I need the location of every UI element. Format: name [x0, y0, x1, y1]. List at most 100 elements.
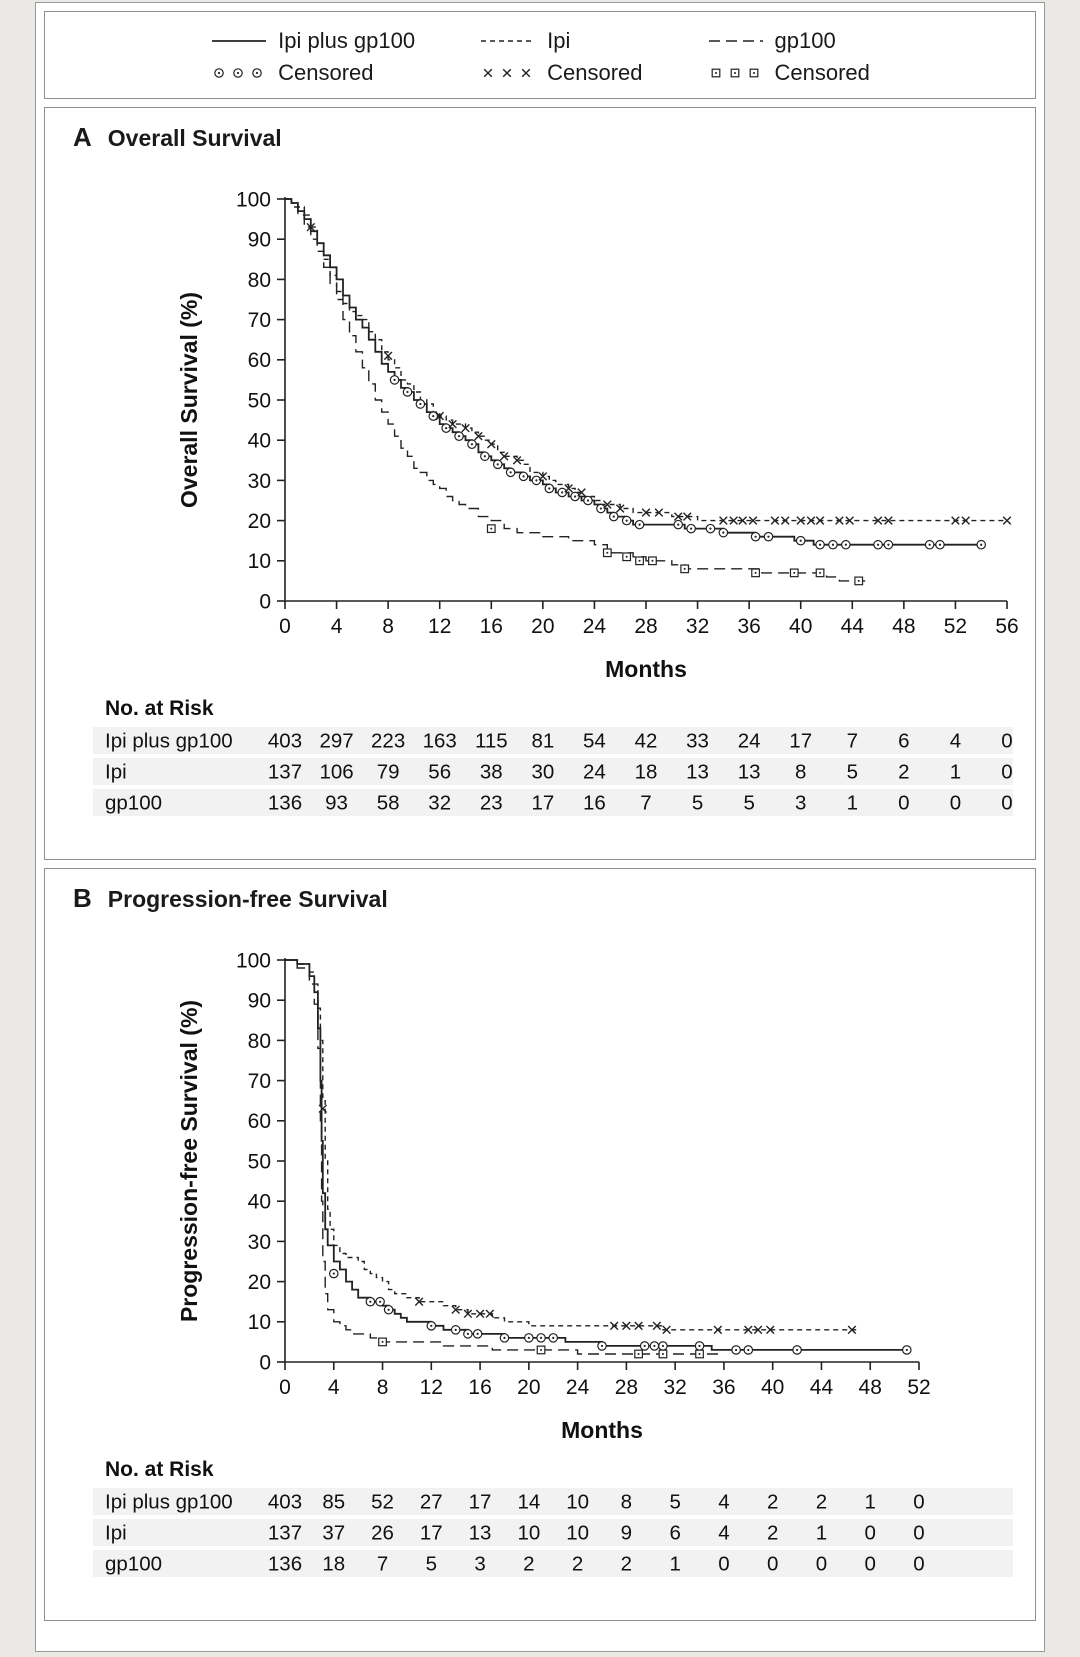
svg-text:44: 44	[841, 615, 865, 638]
svg-text:60: 60	[248, 349, 271, 372]
risk-row-label: gp100	[105, 792, 162, 815]
x-axis-ticks: 0 4 8 12 16 20 24 28 32 36 40 44 48 52 56	[279, 601, 1019, 638]
panel-a-letter: A	[73, 122, 92, 152]
risk-value: 115	[475, 730, 508, 753]
curve-ipi-plus-gp100	[285, 198, 982, 546]
risk-value: 1	[816, 1522, 827, 1545]
risk-table-title: No. at Risk	[105, 1458, 214, 1481]
risk-value: 297	[319, 730, 353, 753]
risk-value: 0	[898, 792, 909, 815]
risk-value: 38	[480, 761, 503, 784]
svg-text:20: 20	[248, 1271, 271, 1294]
risk-value: 223	[371, 730, 405, 753]
svg-text:0: 0	[279, 1376, 291, 1399]
legend-item-gp100: gp100 Censored	[707, 28, 870, 86]
svg-text:Overall Survival (%): Overall Survival (%)	[176, 292, 202, 508]
risk-value: 5	[692, 792, 703, 815]
risk-value: 23	[480, 792, 503, 815]
censor-marks-gp100	[378, 1337, 704, 1359]
risk-value: 0	[767, 1553, 778, 1576]
risk-value: 0	[865, 1522, 876, 1545]
risk-row-label: gp100	[105, 1553, 162, 1576]
risk-value: 79	[377, 761, 400, 784]
risk-value: 52	[371, 1491, 394, 1514]
risk-value: 2	[767, 1522, 778, 1545]
risk-table-row-ipi-plus-gp100: Ipi plus gp100 403 85 52 27 17 14 10 8 5 4 2 2 1 0	[93, 1488, 1013, 1515]
svg-text:20: 20	[248, 510, 271, 533]
risk-value: 4	[718, 1522, 729, 1545]
svg-text:32: 32	[686, 615, 709, 638]
legend-censored-label: Censored	[774, 60, 870, 85]
legend-censored-marker-icon	[483, 68, 531, 78]
risk-value: 403	[268, 1491, 302, 1514]
curve-gp100	[285, 198, 866, 582]
y-axis-label: Overall Survival (%)	[176, 292, 202, 508]
y-axis-ticks: 0 10 20 30 40 50 60 70 80 90 100	[236, 188, 285, 613]
risk-value: 1	[950, 761, 961, 784]
axes	[284, 197, 1007, 602]
risk-value: 14	[517, 1491, 540, 1514]
svg-text:20: 20	[517, 1376, 540, 1399]
svg-text:40: 40	[248, 430, 271, 453]
risk-value: 18	[322, 1553, 345, 1576]
risk-value: 24	[738, 730, 761, 753]
risk-value: 0	[718, 1553, 729, 1576]
risk-value: 136	[268, 1553, 302, 1576]
risk-value: 3	[795, 792, 806, 815]
risk-value: 16	[583, 792, 606, 815]
panel-progression-free-survival: B Progression-free Survival 0 10 20 30 40 50 6…	[44, 868, 1036, 1621]
svg-text:52: 52	[944, 615, 967, 638]
risk-table-title: No. at Risk	[105, 697, 214, 720]
legend-censored-label: Censored	[547, 60, 643, 85]
risk-value: 10	[566, 1522, 589, 1545]
risk-value: 6	[669, 1522, 680, 1545]
svg-text:20: 20	[531, 615, 554, 638]
risk-value: 2	[523, 1553, 534, 1576]
risk-table-row-ipi: Ipi 137 37 26 17 13 10 10 9 6 4 2 1 0 0	[93, 1519, 1013, 1546]
risk-value: 42	[635, 730, 658, 753]
legend-censored-label: Censored	[278, 60, 374, 85]
svg-text:12: 12	[428, 615, 451, 638]
svg-text:Progression-free Survival (%): Progression-free Survival (%)	[176, 1000, 202, 1322]
svg-text:10: 10	[248, 550, 271, 573]
censor-marks-gp100	[486, 524, 864, 586]
x-axis-label: Months	[561, 1417, 643, 1443]
risk-value: 13	[469, 1522, 492, 1545]
risk-value: 7	[847, 730, 858, 753]
svg-text:32: 32	[663, 1376, 686, 1399]
risk-value: 137	[268, 1522, 302, 1545]
risk-value: 2	[621, 1553, 632, 1576]
svg-text:12: 12	[420, 1376, 443, 1399]
axes	[284, 958, 919, 1363]
svg-text:Months: Months	[561, 1417, 643, 1443]
svg-text:30: 30	[248, 470, 271, 493]
risk-value: 7	[377, 1553, 388, 1576]
risk-value: 0	[1001, 792, 1012, 815]
risk-row-label: Ipi plus gp100	[105, 730, 233, 753]
curve-ipi	[285, 198, 1007, 522]
svg-text:10: 10	[248, 1311, 271, 1334]
risk-value: 33	[686, 730, 709, 753]
risk-value: 4	[950, 730, 961, 753]
legend-line-sample-icon	[708, 40, 763, 42]
risk-value: 7	[640, 792, 651, 815]
svg-text:80: 80	[248, 1030, 271, 1053]
risk-value: 6	[898, 730, 909, 753]
risk-value: 0	[865, 1553, 876, 1576]
svg-text:0: 0	[259, 1351, 271, 1374]
svg-text:Months: Months	[605, 656, 687, 682]
curve-ipi	[285, 959, 858, 1331]
risk-value: 136	[268, 792, 302, 815]
risk-value: 17	[420, 1522, 443, 1545]
svg-text:52: 52	[907, 1376, 930, 1399]
risk-value: 4	[718, 1491, 729, 1514]
risk-value: 2	[898, 761, 909, 784]
svg-text:24: 24	[583, 615, 607, 638]
risk-value: 163	[423, 730, 457, 753]
legend-censored-marker-icon	[711, 68, 758, 78]
svg-text:44: 44	[810, 1376, 834, 1399]
risk-row-label: Ipi	[105, 1522, 127, 1545]
